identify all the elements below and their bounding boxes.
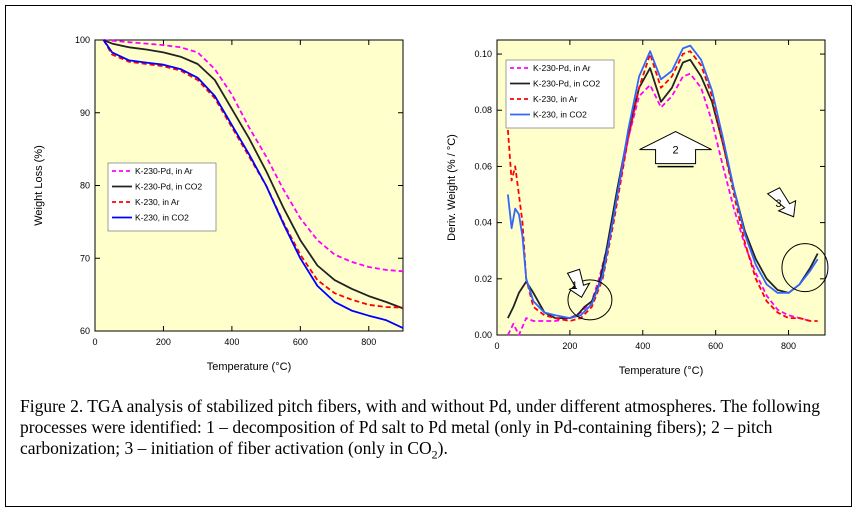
process-1-label: 1 <box>571 280 577 292</box>
y-axis-label: Weight Loss (%) <box>33 145 45 226</box>
chart-1: 0 200 400 600 800 60 70 80 90 100 Temperature (°C)… <box>33 35 403 373</box>
y-tick-label: 0.08 <box>474 105 492 115</box>
y-tick-label: 0.00 <box>474 330 492 340</box>
legend-entry: K-230, in Ar <box>533 94 578 104</box>
x-tick-label: 0 <box>92 337 97 347</box>
x-tick-label: 400 <box>224 337 239 347</box>
process-2-label: 2 <box>673 145 679 157</box>
legend-entry: K-230, in CO2 <box>533 110 587 120</box>
x-tick-label: 0 <box>494 341 499 351</box>
y-tick-label: 100 <box>75 35 90 45</box>
x-tick-label: 600 <box>708 341 723 351</box>
chart-2: 0 200 400 600 800 0.00 0.02 0.04 0.06 0.08 0.10 Tem… <box>446 40 828 377</box>
figure-charts: 0 200 400 600 800 60 70 80 90 100 Temperature (°C)… <box>0 0 859 400</box>
x-tick-label: 200 <box>156 337 171 347</box>
y-tick-label: 0.10 <box>474 49 492 59</box>
legend-entry: K-230-Pd, in Ar <box>135 166 193 176</box>
legend: K-230-Pd, in Ar K-230-Pd, in CO2 K-230, in… <box>506 60 614 128</box>
legend-entry: K-230-Pd, in CO2 <box>135 182 202 192</box>
caption-tail: ). <box>438 438 448 458</box>
legend: K-230-Pd, in Ar K-230-Pd, in CO2 K-230, in… <box>108 163 216 231</box>
legend-entry: K-230, in Ar <box>135 197 180 207</box>
legend-entry: K-230-Pd, in Ar <box>533 63 591 73</box>
caption-text: Figure 2. TGA analysis of stabilized pit… <box>20 396 820 458</box>
y-axis-label: Deriv. Weight (% / °C) <box>446 134 458 241</box>
x-tick-label: 400 <box>635 341 650 351</box>
y-tick-label: 0.02 <box>474 274 492 284</box>
x-tick-label: 200 <box>562 341 577 351</box>
figure-caption: Figure 2. TGA analysis of stabilized pit… <box>20 396 840 466</box>
x-tick-label: 600 <box>293 337 308 347</box>
y-tick-label: 0.06 <box>474 161 492 171</box>
y-tick-label: 70 <box>80 253 90 263</box>
y-tick-label: 0.04 <box>474 218 492 228</box>
x-axis-label: Temperature (°C) <box>207 361 291 373</box>
y-tick-label: 90 <box>80 108 90 118</box>
x-tick-label: 800 <box>361 337 376 347</box>
process-3-label: 3 <box>776 198 782 210</box>
legend-entry: K-230-Pd, in CO2 <box>533 79 600 89</box>
legend-entry: K-230, in CO2 <box>135 213 189 223</box>
y-tick-label: 60 <box>80 326 90 336</box>
x-axis-label: Temperature (°C) <box>619 365 703 377</box>
y-tick-label: 80 <box>80 181 90 191</box>
x-tick-label: 800 <box>781 341 796 351</box>
